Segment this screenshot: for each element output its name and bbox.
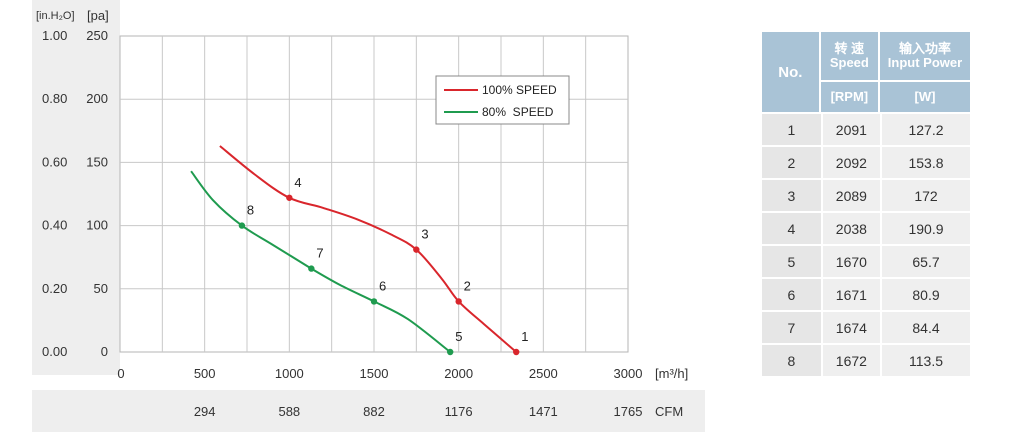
x-tick-label-m3h: 2500 bbox=[529, 366, 558, 381]
y-tick-label-pa: 250 bbox=[86, 28, 108, 43]
data-point bbox=[513, 348, 520, 356]
x-tick-label-cfm: 882 bbox=[363, 404, 385, 419]
y-tick-label-pa: 150 bbox=[86, 154, 108, 169]
m3h-unit-label: [m³/h] bbox=[655, 366, 688, 381]
row-no: 1 bbox=[762, 112, 821, 145]
table-row: 3 2089 172 bbox=[762, 178, 970, 211]
legend-label-80: 80% SPEED bbox=[482, 105, 554, 119]
data-point-label: 8 bbox=[247, 203, 254, 218]
row-rpm: 1674 bbox=[820, 310, 880, 343]
row-no: 8 bbox=[762, 343, 821, 376]
row-rpm: 2089 bbox=[820, 178, 880, 211]
row-rpm: 1672 bbox=[820, 343, 880, 376]
row-power: 113.5 bbox=[880, 343, 970, 376]
y-tick-label-inh2o: 0.20 bbox=[42, 281, 67, 296]
y-tick-label-pa: 50 bbox=[94, 281, 108, 296]
y-tick-label-pa: 200 bbox=[86, 91, 108, 106]
table-row: 8 1672 113.5 bbox=[762, 343, 970, 376]
chart-legend: 100% SPEED 80% SPEED bbox=[435, 75, 570, 125]
cfm-axis-band bbox=[32, 390, 705, 432]
y-tick-label-inh2o: 0.00 bbox=[42, 344, 67, 359]
header-power-cn: 输入功率 bbox=[898, 41, 951, 56]
performance-table: No. 转 速 Speed 输入功率 Input Power [RPM] [W]… bbox=[762, 32, 970, 376]
row-power: 65.7 bbox=[880, 244, 970, 277]
data-point-label: 4 bbox=[294, 175, 301, 190]
chart-points: 1 2 3 4 5 6 7 8 bbox=[238, 175, 528, 356]
y-tick-label-pa: 100 bbox=[86, 218, 108, 233]
row-power: 84.4 bbox=[880, 310, 970, 343]
x-tick-label-cfm: 1471 bbox=[529, 404, 558, 419]
y-tick-label-inh2o: 0.80 bbox=[42, 91, 67, 106]
data-point bbox=[238, 222, 246, 229]
data-point bbox=[308, 265, 315, 272]
y-tick-label-inh2o: 1.00 bbox=[42, 28, 67, 43]
header-power-en: Input Power bbox=[887, 55, 963, 70]
row-rpm: 1671 bbox=[820, 277, 880, 310]
table-row: 5 1670 65.7 bbox=[762, 244, 970, 277]
data-point bbox=[286, 194, 293, 201]
data-point bbox=[413, 246, 420, 253]
header-power-unit: [W] bbox=[880, 80, 970, 112]
data-point bbox=[447, 348, 454, 356]
row-no: 6 bbox=[762, 277, 821, 310]
header-speed-unit: [RPM] bbox=[820, 80, 880, 112]
row-power: 80.9 bbox=[880, 277, 970, 310]
cfm-unit-label: CFM bbox=[655, 404, 683, 419]
y-tick-label-pa: 0 bbox=[101, 344, 108, 359]
row-power: 153.8 bbox=[880, 145, 970, 178]
table-row: 2 2092 153.8 bbox=[762, 145, 970, 178]
row-no: 7 bbox=[762, 310, 821, 343]
inh2o-unit-label: [in.H₂O] bbox=[36, 10, 75, 22]
row-rpm: 2092 bbox=[820, 145, 880, 178]
table-row: 4 2038 190.9 bbox=[762, 211, 970, 244]
data-point-label: 5 bbox=[455, 329, 462, 344]
row-rpm: 2038 bbox=[820, 211, 880, 244]
x-tick-label-m3h: 3000 bbox=[614, 366, 643, 381]
data-point-label: 1 bbox=[521, 329, 528, 344]
data-point-label: 6 bbox=[379, 278, 386, 293]
row-no: 3 bbox=[762, 178, 821, 211]
header-power: 输入功率 Input Power bbox=[880, 32, 970, 80]
fan-performance-chart: 2502001501005001.000.800.600.400.200.000… bbox=[32, 0, 705, 432]
pa-unit-label: [pa] bbox=[87, 8, 109, 23]
header-no: No. bbox=[762, 32, 821, 112]
legend-label-100: 100% SPEED bbox=[482, 83, 557, 97]
table-row: 6 1671 80.9 bbox=[762, 277, 970, 310]
x-tick-label-m3h: 1000 bbox=[275, 366, 304, 381]
x-tick-label-cfm: 1176 bbox=[445, 404, 473, 419]
row-no: 4 bbox=[762, 211, 821, 244]
header-speed: 转 速 Speed bbox=[820, 32, 880, 80]
data-point-label: 2 bbox=[464, 278, 471, 293]
x-tick-label-m3h: 2000 bbox=[444, 366, 473, 381]
header-speed-cn: 转 速 bbox=[834, 41, 865, 56]
x-tick-label-m3h: 500 bbox=[194, 366, 216, 381]
x-tick-label-cfm: 294 bbox=[194, 404, 216, 419]
series-line-100-speed bbox=[219, 145, 517, 353]
x-tick-label-cfm: 1765 bbox=[614, 404, 643, 419]
table-row: 7 1674 84.4 bbox=[762, 310, 970, 343]
row-rpm: 2091 bbox=[820, 112, 880, 145]
x-tick-label-m3h: 0 bbox=[117, 366, 124, 381]
table-row: 1 2091 127.2 bbox=[762, 112, 970, 145]
row-rpm: 1670 bbox=[820, 244, 880, 277]
data-point-label: 7 bbox=[316, 246, 323, 261]
header-speed-en: Speed bbox=[829, 55, 869, 70]
data-point bbox=[370, 298, 378, 305]
row-no: 2 bbox=[762, 145, 821, 178]
y-tick-label-inh2o: 0.60 bbox=[42, 154, 67, 169]
x-tick-label-m3h: 1500 bbox=[360, 366, 389, 381]
row-power: 127.2 bbox=[880, 112, 970, 145]
data-point bbox=[455, 298, 462, 305]
data-point-label: 3 bbox=[421, 227, 428, 242]
x-tick-label-cfm: 588 bbox=[278, 404, 300, 419]
chart-tick-labels: 2502001501005001.000.800.600.400.200.000… bbox=[42, 28, 642, 419]
row-power: 190.9 bbox=[880, 211, 970, 244]
row-power: 172 bbox=[880, 178, 970, 211]
y-tick-label-inh2o: 0.40 bbox=[42, 218, 67, 233]
legend-box bbox=[435, 75, 570, 125]
left-axis-band bbox=[32, 0, 120, 375]
row-no: 5 bbox=[762, 244, 821, 277]
